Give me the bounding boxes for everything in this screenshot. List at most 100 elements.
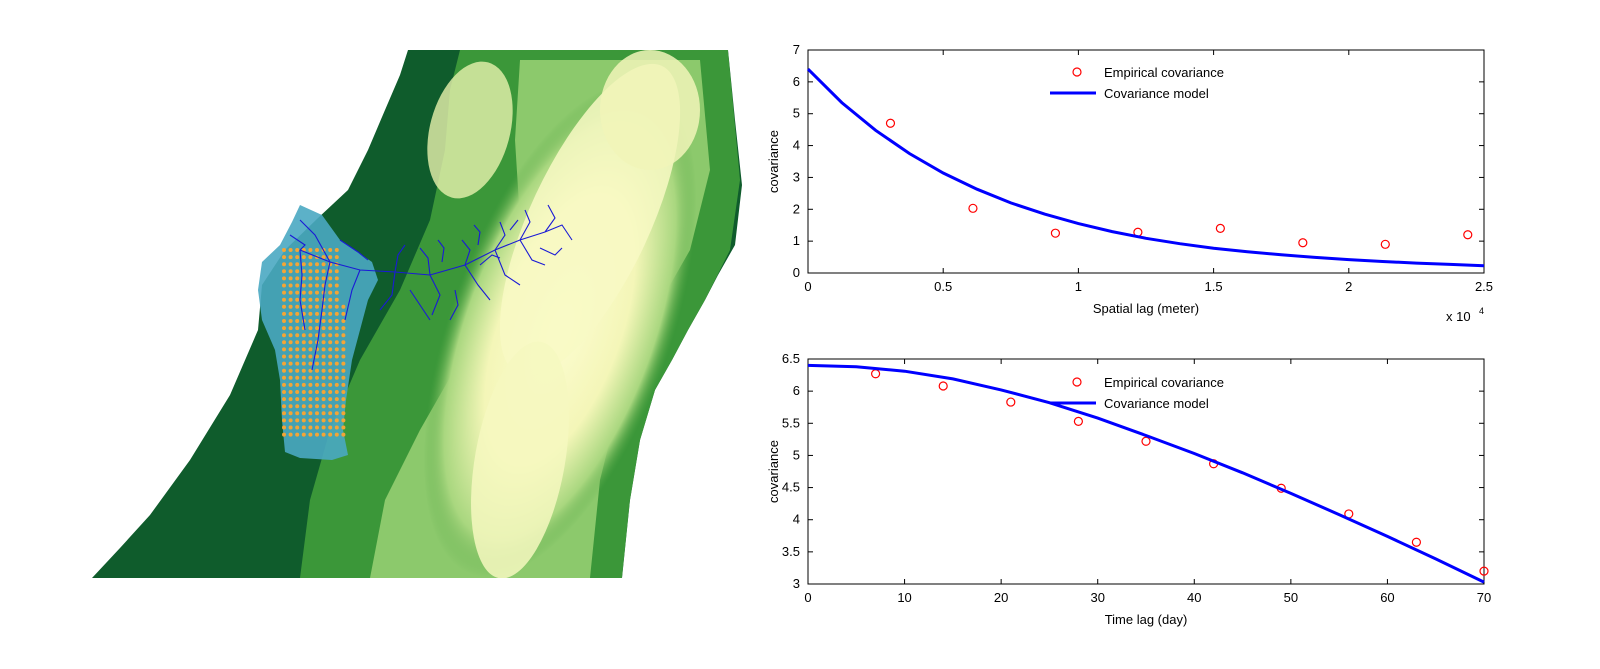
station-marker xyxy=(288,319,293,323)
y-tick-label: 6 xyxy=(793,383,800,398)
empirical-covariance-point xyxy=(968,203,978,213)
station-marker xyxy=(334,248,339,252)
river-network xyxy=(289,204,573,371)
station-marker xyxy=(328,404,333,409)
x-tick-label: 60 xyxy=(1380,590,1394,605)
station-marker xyxy=(334,411,339,416)
station-marker xyxy=(282,418,286,423)
station-marker xyxy=(321,311,326,316)
station-marker xyxy=(308,290,313,295)
station-marker xyxy=(282,361,286,366)
station-marker xyxy=(308,397,313,402)
station-marker xyxy=(288,269,293,274)
station-marker xyxy=(334,276,339,281)
y-tick-label: 6.5 xyxy=(782,351,800,366)
x-tick-label: 10 xyxy=(897,590,911,605)
station-marker xyxy=(282,368,286,373)
y-tick-label: 7 xyxy=(793,42,800,57)
station-marker xyxy=(341,354,346,359)
station-marker xyxy=(288,432,293,437)
y-tick-label: 5.5 xyxy=(782,415,800,430)
station-marker xyxy=(288,304,293,309)
station-marker xyxy=(321,432,326,437)
station-marker xyxy=(334,319,339,323)
station-marker xyxy=(334,418,339,423)
station-marker xyxy=(295,382,300,387)
station-marker xyxy=(308,311,313,316)
station-marker xyxy=(295,340,300,345)
station-marker xyxy=(295,319,300,323)
station-marker xyxy=(315,262,319,267)
station-marker xyxy=(341,404,346,409)
empirical-covariance-point xyxy=(1411,537,1422,547)
station-marker xyxy=(288,248,293,252)
x-axis-label: Spatial lag (meter) xyxy=(1093,301,1199,316)
station-marker xyxy=(295,390,300,394)
station-marker xyxy=(308,375,313,380)
y-tick-label: 5 xyxy=(793,447,800,462)
station-marker xyxy=(282,432,286,437)
station-marker xyxy=(308,418,313,423)
station-marker xyxy=(308,248,313,252)
station-marker xyxy=(328,368,333,373)
station-marker xyxy=(321,333,326,338)
station-marker xyxy=(282,269,286,274)
covariance-model-line xyxy=(807,363,1485,584)
station-marker xyxy=(321,361,326,366)
x-tick-label: 0 xyxy=(804,590,811,605)
station-marker xyxy=(315,326,319,331)
station-marker xyxy=(328,311,333,316)
spatial-covariance-chart: 0 0.5 1 1.5 2 2.5 0 1 2 3 4 5 6 7 Spatial lag (meter) c… xyxy=(766,42,1493,324)
station-marker xyxy=(341,432,346,437)
y-axis-label: covariance xyxy=(766,440,781,503)
station-marker xyxy=(301,382,306,387)
station-marker xyxy=(315,418,319,423)
station-marker xyxy=(288,347,293,352)
station-marker xyxy=(328,390,333,394)
station-marker xyxy=(295,368,300,373)
station-marker xyxy=(301,304,306,309)
station-marker xyxy=(334,375,339,380)
station-marker xyxy=(301,347,306,352)
station-marker xyxy=(315,269,319,274)
station-marker xyxy=(315,304,319,309)
station-marker xyxy=(295,418,300,423)
empirical-covariance-point xyxy=(1298,238,1308,248)
x-tick-label: 2.5 xyxy=(1475,279,1493,294)
station-marker xyxy=(308,411,313,416)
station-marker xyxy=(321,368,326,373)
station-marker xyxy=(321,404,326,409)
legend: Empirical covariance Covariance model xyxy=(1050,375,1224,411)
station-marker xyxy=(341,326,346,331)
station-marker xyxy=(301,411,306,416)
station-marker xyxy=(308,255,313,260)
station-marker xyxy=(301,404,306,409)
station-marker xyxy=(288,276,293,281)
station-marker xyxy=(328,248,333,252)
station-marker xyxy=(315,404,319,409)
station-marker xyxy=(321,397,326,402)
catchment-basin xyxy=(258,205,378,460)
station-marker xyxy=(295,304,300,309)
station-marker xyxy=(308,390,313,394)
station-marker xyxy=(308,404,313,409)
station-marker xyxy=(308,276,313,281)
station-marker xyxy=(308,425,313,430)
station-marker xyxy=(288,311,293,316)
station-marker xyxy=(321,411,326,416)
station-marker xyxy=(334,404,339,409)
station-marker xyxy=(301,290,306,295)
station-marker xyxy=(315,361,319,366)
station-marker xyxy=(328,354,333,359)
station-marker xyxy=(308,340,313,345)
y-tick-label: 4.5 xyxy=(782,480,800,495)
station-marker xyxy=(334,347,339,352)
station-marker xyxy=(315,248,319,252)
legend-label-model: Covariance model xyxy=(1104,396,1209,411)
station-marker xyxy=(328,411,333,416)
station-marker xyxy=(315,397,319,402)
station-marker xyxy=(334,269,339,274)
station-marker xyxy=(288,290,293,295)
station-marker xyxy=(315,432,319,437)
x-axis-multiplier-exponent: 4 xyxy=(1479,306,1484,316)
